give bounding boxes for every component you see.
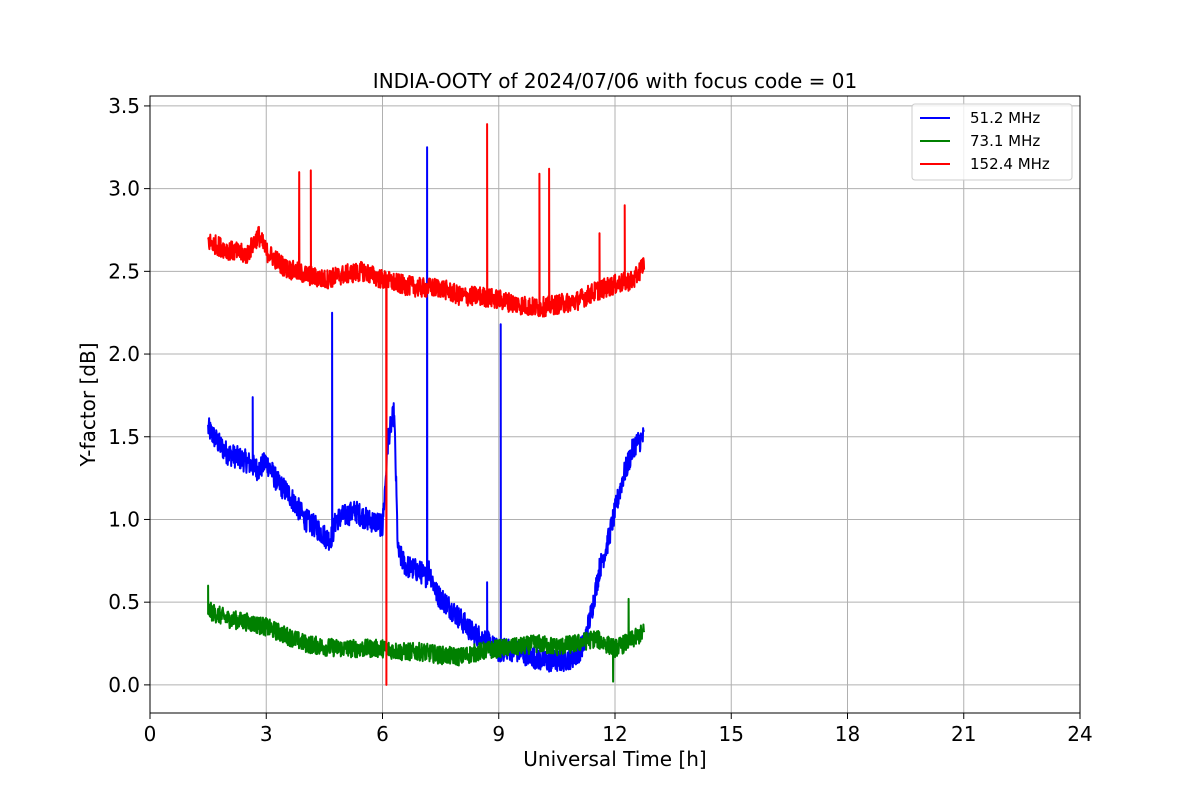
y-tick-label: 0.0 [108,673,140,697]
legend-label: 51.2 MHz [970,109,1040,127]
legend: 51.2 MHz 73.1 MHz 152.4 MHz [911,103,1073,181]
legend-label: 73.1 MHz [970,132,1040,150]
x-tick-label: 18 [835,722,860,746]
y-tick-label: 2.0 [108,342,140,366]
x-axis-title: Universal Time [h] [523,747,706,771]
x-tick-label: 0 [144,722,157,746]
y-tick-label: 3.5 [108,94,140,118]
series-line-51-2-mhz [207,146,645,673]
x-tick-label: 15 [719,722,744,746]
x-tick-label: 3 [260,722,273,746]
x-tick-label: 24 [1067,722,1092,746]
y-tick-label: 3.0 [108,177,140,201]
y-tick-label: 1.0 [108,507,140,531]
x-tick-label: 12 [602,722,627,746]
x-tick-label: 9 [492,722,505,746]
y-tick-label: 0.5 [108,590,140,614]
legend-box [911,103,1073,181]
y-axis-title: Y-factor [dB] [76,342,100,467]
series-line-73-1-mhz [207,584,646,683]
x-tick-label: 6 [376,722,389,746]
y-tick-label: 2.5 [108,259,140,283]
x-tick-label: 21 [951,722,976,746]
chart-title: INDIA-OOTY of 2024/07/06 with focus code… [373,69,857,93]
series-line-152-4-mhz [207,123,646,686]
series-lines [207,123,646,686]
y-tick-label: 1.5 [108,425,140,449]
axis-ticks: 0 3 6 9 12 15 18 21 24 0.0 0.5 1.0 1.5 2.0 2.5 3.0 3.5 [108,94,1093,746]
legend-label: 152.4 MHz [970,155,1050,173]
